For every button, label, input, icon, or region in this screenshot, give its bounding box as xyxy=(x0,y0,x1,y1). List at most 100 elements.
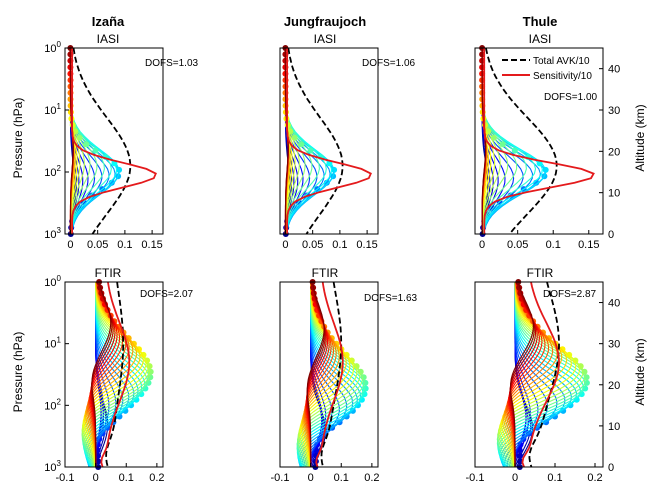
diagonal-marker xyxy=(499,141,506,148)
kernel-group xyxy=(282,45,372,237)
y-tick-label: 102 xyxy=(44,164,61,179)
x-tick-label: 0.1 xyxy=(119,472,134,484)
subtitle-ftir-jungfraujoch: FTIR xyxy=(312,266,339,280)
kernel-group xyxy=(496,279,590,470)
column-title-thule: Thule xyxy=(523,14,558,29)
dofs-label: DOFS=2.07 xyxy=(140,289,194,300)
x-tick-label: 0 xyxy=(67,239,73,251)
x-tick-label: 0.15 xyxy=(356,239,377,251)
sensitivity-line xyxy=(100,281,131,468)
dofs-label: DOFS=1.00 xyxy=(544,92,598,103)
x-tick-label: -0.1 xyxy=(466,472,485,484)
total-avk-line xyxy=(485,47,558,235)
kernel-group xyxy=(479,45,595,237)
y-tick-label: 102 xyxy=(44,397,61,412)
kernel-group xyxy=(81,279,154,470)
y-tick-label: 101 xyxy=(44,336,61,351)
column-title-izana: Izaña xyxy=(92,14,125,29)
kernel-line xyxy=(302,281,344,468)
x-tick-label: 0.1 xyxy=(332,239,347,251)
x-tick-label: 0 xyxy=(512,472,518,484)
x-tick-label: 0 xyxy=(282,239,288,251)
y-tick-label: 103 xyxy=(44,226,61,241)
kernel-line xyxy=(509,281,534,467)
total-avk-line xyxy=(72,47,132,235)
kernel-line xyxy=(481,48,487,234)
kernel-line xyxy=(500,281,572,468)
altitude-axis-label: Altitude (km) xyxy=(633,338,647,405)
kernel-line xyxy=(504,281,558,467)
y-axis-label: Pressure (hPa) xyxy=(11,332,25,413)
plot-frame xyxy=(279,281,379,468)
plot-frame xyxy=(64,281,164,468)
sensitivity-line xyxy=(521,281,560,468)
dofs-label: DOFS=2.87 xyxy=(543,289,597,300)
diagonal-marker xyxy=(566,351,573,358)
x-tick-label: 0 xyxy=(479,239,485,251)
diagonal-marker xyxy=(511,147,518,154)
dofs-label: DOFS=1.06 xyxy=(362,58,416,69)
y-axis-label: Pressure (hPa) xyxy=(11,98,25,179)
altitude-axis-label: Altitude (km) xyxy=(633,104,647,171)
x-tick-label: 0 xyxy=(93,472,99,484)
plot-frame xyxy=(64,47,164,235)
subtitle-ftir-thule: FTIR xyxy=(527,266,554,280)
diagonal-marker xyxy=(95,458,102,465)
diagonal-marker xyxy=(582,385,589,392)
diagonal-marker xyxy=(92,147,99,154)
diagonal-marker xyxy=(542,166,549,173)
x-tick-label: 0.2 xyxy=(149,472,164,484)
legend-sensitivity-label: Sensitivity/10 xyxy=(533,71,592,82)
sensitivity-line xyxy=(483,48,595,235)
total-avk-line xyxy=(528,281,560,468)
x-tick-label: -0.1 xyxy=(271,472,290,484)
sensitivity-line xyxy=(315,281,344,468)
y-tick-label: 100 xyxy=(44,274,61,289)
x-tick-label: 0.05 xyxy=(302,239,323,251)
y-tick-label: 100 xyxy=(44,40,61,55)
plot-frame xyxy=(474,47,604,235)
x-tick-label: 0.15 xyxy=(578,239,599,251)
total-avk-line xyxy=(105,281,125,468)
kernel-line xyxy=(85,281,134,467)
x-tick-label: 0.1 xyxy=(547,472,562,484)
diagonal-marker xyxy=(298,141,305,148)
kernel-line xyxy=(91,281,112,467)
y-tick-label: 101 xyxy=(44,102,61,117)
kernel-line xyxy=(502,281,563,468)
kernel-layer xyxy=(67,45,595,470)
diagonal-marker xyxy=(516,452,523,459)
subtitle-iasi-izana: IASI xyxy=(97,32,120,46)
altitude-tick-label: 30 xyxy=(608,105,620,117)
kernel-line xyxy=(300,281,351,468)
diagonal-marker xyxy=(331,166,338,173)
column-title-jungfraujoch: Jungfraujoch xyxy=(284,14,366,29)
subtitle-iasi-jungfraujoch: IASI xyxy=(314,32,337,46)
x-tick-label: 0.2 xyxy=(364,472,379,484)
diagonal-marker xyxy=(572,357,579,364)
diagonal-marker xyxy=(146,363,153,370)
kernel-line xyxy=(298,282,358,468)
altitude-tick-label: 0 xyxy=(608,229,614,241)
x-tick-label: 0 xyxy=(308,472,314,484)
x-tick-label: 0.15 xyxy=(141,239,162,251)
kernel-line xyxy=(82,281,147,468)
kernel-group xyxy=(296,279,369,470)
x-tick-label: 0.1 xyxy=(334,472,349,484)
x-tick-label: -0.1 xyxy=(56,472,75,484)
y-tick-label: 103 xyxy=(44,459,61,474)
kernel-line xyxy=(303,281,340,468)
total-avk-line xyxy=(287,47,344,235)
kernel-line xyxy=(299,282,355,468)
altitude-tick-label: 40 xyxy=(608,298,620,310)
altitude-tick-label: 20 xyxy=(608,146,620,158)
altitude-tick-label: 20 xyxy=(608,380,620,392)
diagonal-marker xyxy=(361,391,368,398)
altitude-tick-label: 30 xyxy=(608,339,620,351)
kernel-group xyxy=(67,45,157,237)
diagonal-marker xyxy=(536,160,543,167)
sensitivity-line xyxy=(71,48,157,234)
diagonal-marker xyxy=(307,147,314,154)
kernel-line xyxy=(498,281,581,468)
